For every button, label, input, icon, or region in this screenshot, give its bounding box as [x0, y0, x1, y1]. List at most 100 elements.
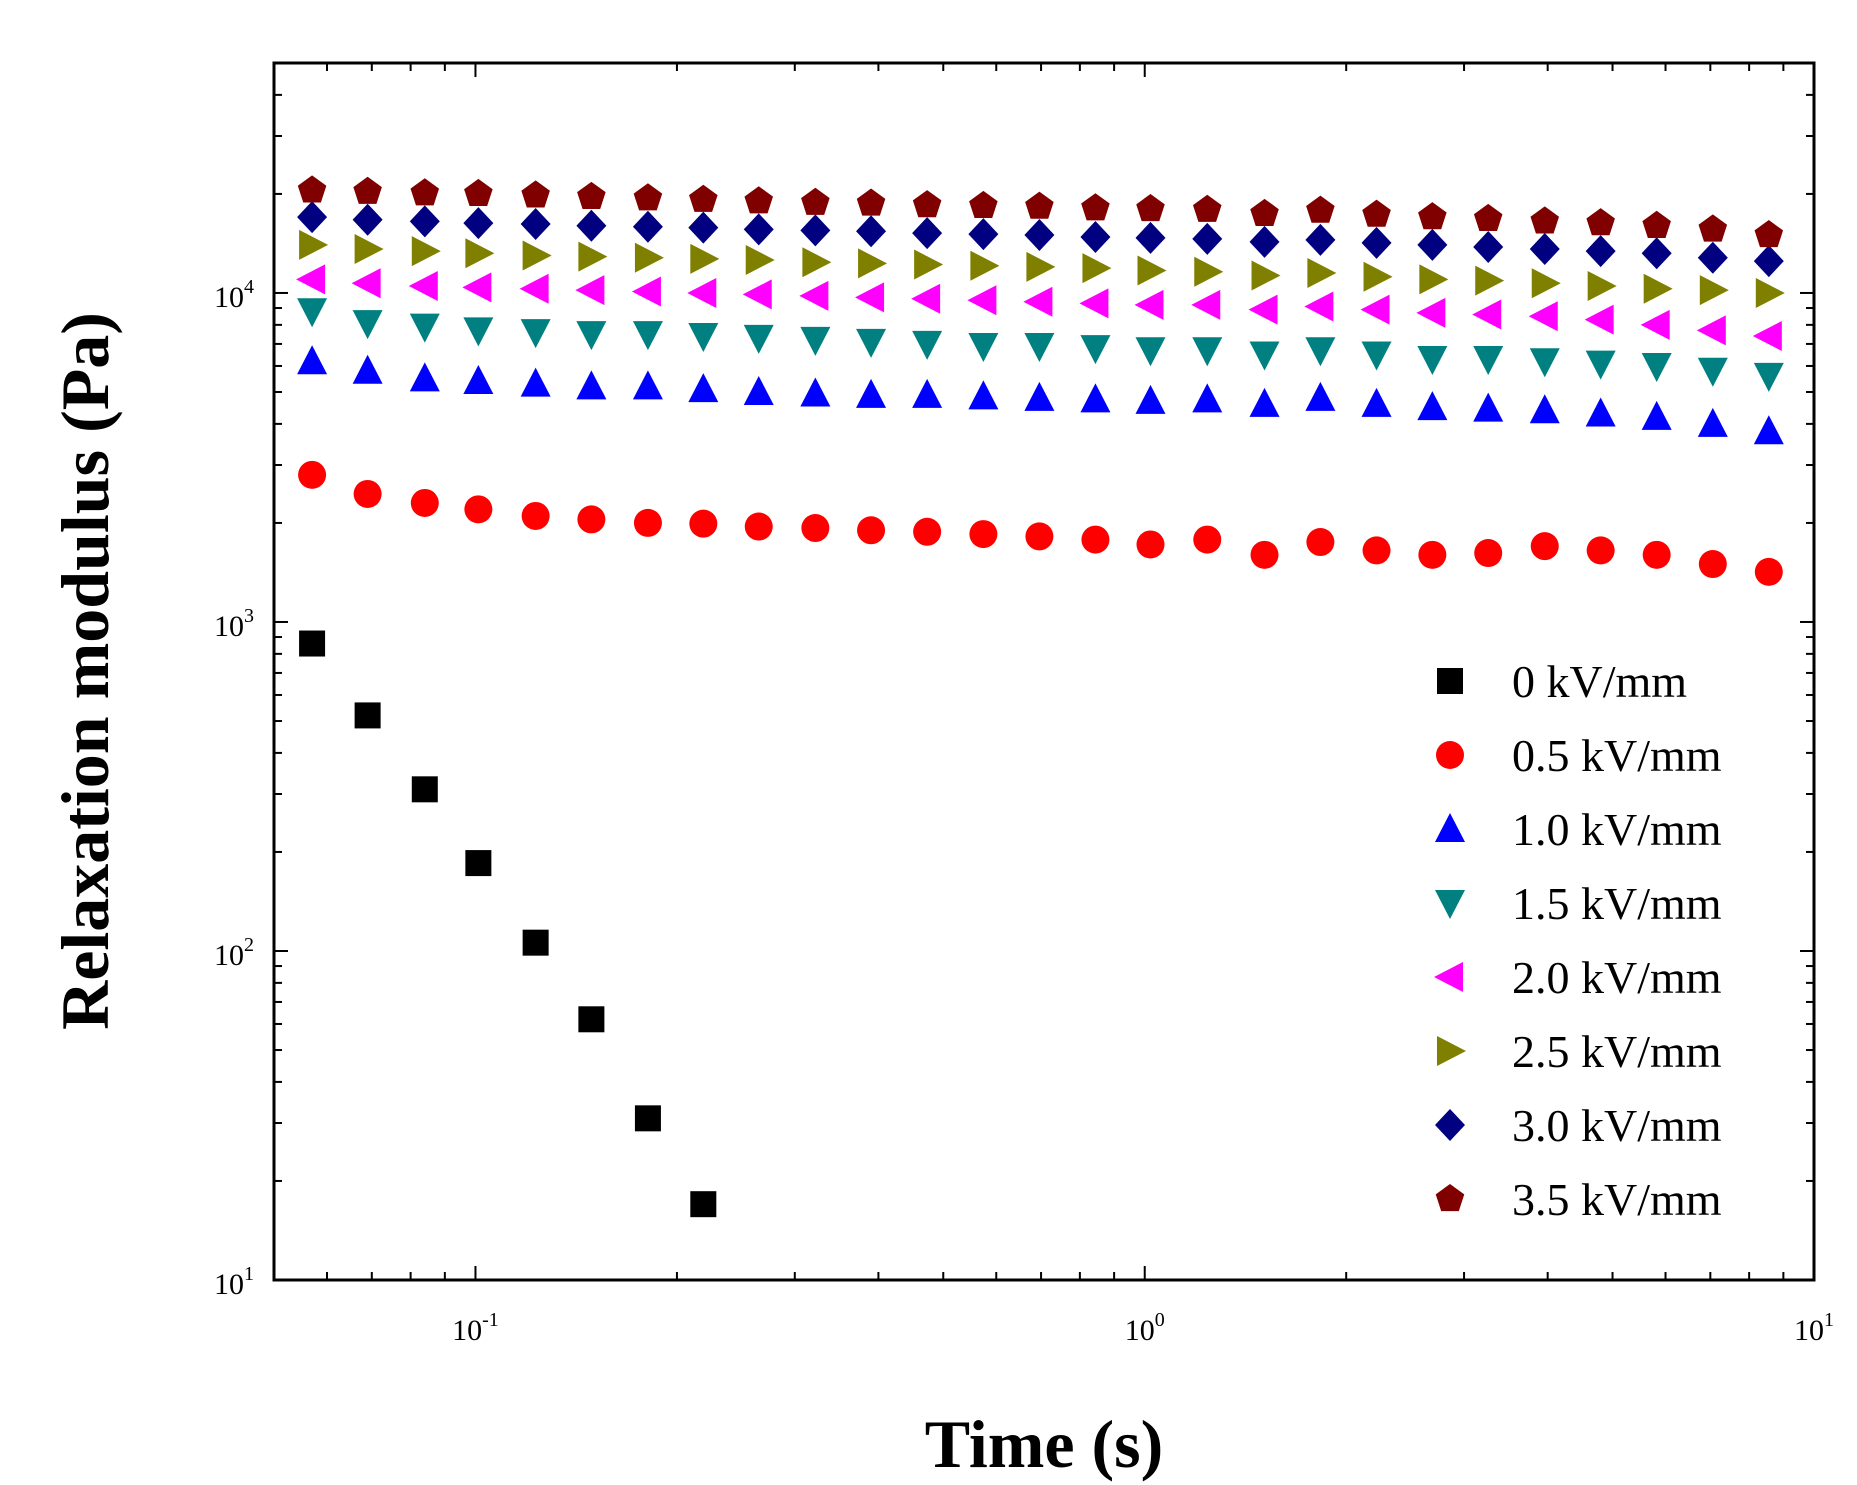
y-tick-label: 104 [214, 276, 254, 314]
data-point [1023, 286, 1053, 317]
data-point [1418, 540, 1447, 569]
data-point [522, 929, 549, 956]
data-point [856, 188, 886, 216]
data-point [578, 1006, 605, 1033]
x-tick-label: 100 [1125, 1309, 1165, 1347]
data-point [1530, 206, 1560, 234]
data-point [298, 460, 327, 489]
data-point [1081, 525, 1110, 554]
data-point [688, 322, 719, 352]
data-point [578, 241, 608, 272]
data-point [1362, 536, 1391, 565]
data-point [632, 370, 663, 400]
data-point [1753, 415, 1784, 445]
data-point [1135, 221, 1166, 254]
data-point [299, 630, 326, 657]
data-point [1417, 391, 1448, 421]
data-point [1192, 383, 1223, 413]
data-point [856, 328, 887, 358]
data-point [1135, 337, 1166, 367]
data-point [1194, 256, 1224, 287]
data-point [1251, 260, 1281, 291]
data-point [1641, 237, 1672, 270]
data-point [409, 205, 440, 238]
data-point [687, 277, 717, 308]
data-point [576, 370, 607, 400]
data-point [1586, 208, 1615, 236]
series-3 [297, 298, 1784, 392]
data-point [1585, 350, 1616, 380]
data-point [1080, 383, 1111, 413]
data-point [521, 180, 550, 208]
data-point [1081, 193, 1110, 221]
data-point [1305, 337, 1336, 367]
data-point [856, 215, 887, 248]
data-point [521, 501, 550, 530]
legend-marker [1437, 1036, 1466, 1066]
data-point [743, 376, 774, 406]
series-5 [299, 229, 1785, 308]
data-point [1585, 235, 1616, 268]
data-point [1363, 261, 1393, 292]
data-point [1641, 352, 1672, 382]
data-point [1416, 297, 1446, 328]
data-point [912, 378, 943, 408]
data-point [297, 345, 328, 375]
y-tick-label: 101 [214, 1263, 254, 1301]
data-point [1362, 199, 1391, 227]
data-point [575, 275, 605, 306]
data-point [1307, 257, 1337, 288]
data-point [1191, 289, 1221, 320]
data-point [351, 268, 381, 299]
legend-marker [1435, 813, 1465, 842]
data-point [1248, 294, 1278, 325]
data-point [967, 285, 997, 316]
data-point [410, 178, 440, 206]
data-point [520, 319, 551, 349]
data-point [577, 181, 606, 209]
data-point [800, 214, 831, 247]
data-point [1135, 384, 1166, 414]
data-point [1192, 194, 1222, 222]
data-point [1529, 394, 1560, 424]
series-1 [298, 460, 1783, 586]
plot-frame [272, 61, 1816, 1282]
data-point [1024, 219, 1055, 252]
data-point [1360, 294, 1390, 325]
data-series [296, 175, 1785, 1218]
data-point [1024, 332, 1055, 362]
data-point [1697, 357, 1728, 387]
data-point [633, 508, 662, 537]
data-point [912, 330, 943, 360]
data-point [1755, 277, 1785, 308]
legend-label: 3.5 kV/mm [1512, 1174, 1722, 1225]
legend-marker [1437, 668, 1463, 694]
data-point [522, 240, 552, 271]
x-tick-label: 101 [1794, 1309, 1834, 1347]
data-point [1249, 341, 1280, 371]
data-point [408, 270, 438, 301]
series-0 [299, 630, 717, 1218]
series-2 [297, 345, 1784, 445]
data-point [632, 210, 663, 243]
x-axis-title: Time (s) [925, 1406, 1164, 1482]
data-point [968, 332, 999, 362]
data-point [409, 313, 440, 343]
legend-label: 1.5 kV/mm [1512, 878, 1722, 929]
data-point [1361, 226, 1392, 259]
series-7 [297, 175, 1784, 248]
data-point [297, 298, 328, 328]
data-point [1698, 214, 1728, 242]
data-point [855, 282, 885, 313]
data-point [634, 1105, 661, 1132]
legend-marker [1434, 962, 1463, 992]
data-point [1305, 381, 1336, 411]
legend-label: 3.0 kV/mm [1512, 1100, 1722, 1151]
data-point [968, 218, 999, 251]
data-point [969, 520, 998, 549]
data-point [688, 211, 719, 244]
data-point [352, 203, 383, 236]
data-point [1192, 222, 1223, 255]
data-point [1584, 304, 1614, 335]
data-point [1531, 268, 1561, 299]
